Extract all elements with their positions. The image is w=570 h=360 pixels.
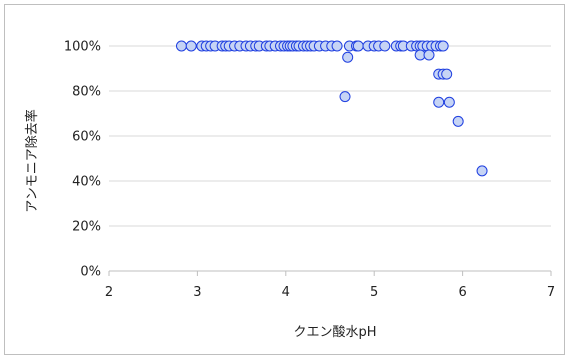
y-tick-label: 80% xyxy=(72,85,101,100)
y-tick-label: 0% xyxy=(80,265,101,280)
data-point xyxy=(379,40,391,52)
data-point xyxy=(339,91,351,103)
data-point xyxy=(423,49,435,61)
y-tick-label: 100% xyxy=(64,40,101,55)
data-point xyxy=(441,68,453,80)
x-tick-label: 2 xyxy=(105,285,113,300)
data-point xyxy=(433,96,445,108)
data-point xyxy=(443,96,455,108)
data-points xyxy=(175,40,488,177)
data-point xyxy=(437,40,449,52)
y-axis-title: アンモニア除去率 xyxy=(24,109,40,212)
axes xyxy=(108,270,552,276)
tick-labels: 0% 20% 40% 60% 80% 100% 2 3 4 5 6 7 xyxy=(64,40,555,301)
data-point xyxy=(452,115,464,127)
x-tick-label: 4 xyxy=(282,285,290,300)
data-point xyxy=(331,40,343,52)
data-point xyxy=(342,51,354,63)
data-point xyxy=(476,165,488,177)
x-tick-label: 5 xyxy=(370,285,378,300)
x-axis-title: クエン酸水pH xyxy=(293,325,376,340)
data-point xyxy=(175,40,187,52)
chart-frame: 0% 20% 40% 60% 80% 100% 2 3 4 5 6 7 クエン酸水pH アンモニア除去… xyxy=(4,4,565,355)
data-point xyxy=(185,40,197,52)
x-tick-label: 6 xyxy=(458,285,466,300)
scatter-chart: 0% 20% 40% 60% 80% 100% 2 3 4 5 6 7 クエン酸水pH アンモニア除去… xyxy=(24,40,555,341)
y-tick-label: 20% xyxy=(72,220,101,235)
y-tick-label: 40% xyxy=(72,175,101,190)
gridlines xyxy=(109,45,551,227)
data-point xyxy=(352,40,364,52)
y-tick-label: 60% xyxy=(72,130,101,145)
x-tick-label: 3 xyxy=(193,285,201,300)
x-tick-label: 7 xyxy=(547,285,555,300)
